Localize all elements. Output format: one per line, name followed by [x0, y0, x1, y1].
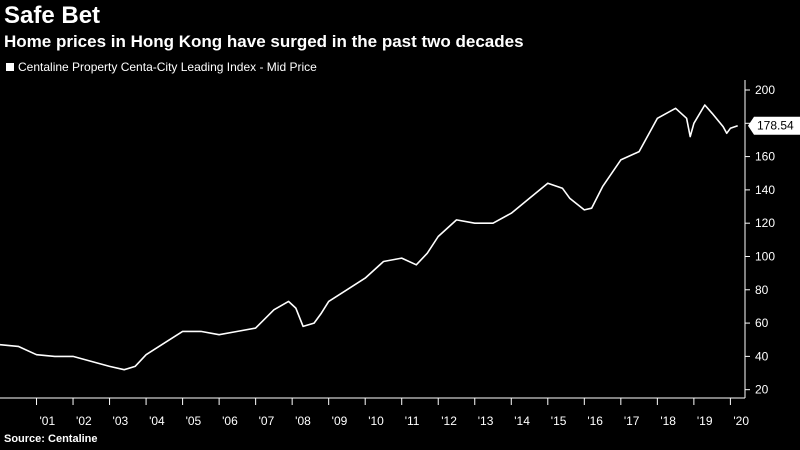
chart-title: Safe Bet: [4, 2, 101, 29]
x-tick-label: '05: [186, 414, 202, 428]
x-tick-label: '04: [149, 414, 165, 428]
x-tick-label: '08: [295, 414, 311, 428]
y-tick-label: 80: [755, 283, 769, 297]
y-tick-label: 140: [755, 183, 775, 197]
y-tick-label: 20: [755, 383, 769, 397]
last-value-label: 178.54: [757, 119, 794, 133]
x-tick-label: '06: [222, 414, 238, 428]
legend-label: Centaline Property Centa-City Leading In…: [18, 60, 317, 74]
x-tick-label: '17: [624, 414, 640, 428]
x-tick-label: '12: [441, 414, 457, 428]
x-tick-label: '15: [551, 414, 567, 428]
x-tick-label: '10: [368, 414, 384, 428]
legend-swatch: [6, 63, 14, 71]
x-tick-label: '07: [259, 414, 275, 428]
y-tick-label: 100: [755, 249, 775, 263]
x-tick-label: '16: [587, 414, 603, 428]
x-tick-label: '13: [478, 414, 494, 428]
source-note: Source: Centaline: [4, 433, 98, 445]
y-tick-label: 120: [755, 216, 775, 230]
x-tick-label: '03: [113, 414, 129, 428]
x-tick-label: '14: [514, 414, 530, 428]
series-line: [0, 104, 738, 371]
x-tick-label: '11: [405, 414, 420, 428]
x-tick-label: '02: [76, 414, 92, 428]
y-tick-label: 60: [755, 316, 769, 330]
x-tick-label: '09: [332, 414, 348, 428]
y-tick-label: 160: [755, 150, 775, 164]
x-tick-label: '01: [40, 414, 56, 428]
x-tick-label: '20: [733, 414, 749, 428]
legend: Centaline Property Centa-City Leading In…: [6, 60, 317, 74]
x-tick-label: '18: [660, 414, 676, 428]
y-tick-label: 200: [755, 83, 775, 97]
chart-subtitle: Home prices in Hong Kong have surged in …: [4, 32, 524, 51]
x-tick-label: '19: [697, 414, 713, 428]
y-tick-label: 40: [755, 349, 769, 363]
last-value-callout: [748, 116, 800, 135]
